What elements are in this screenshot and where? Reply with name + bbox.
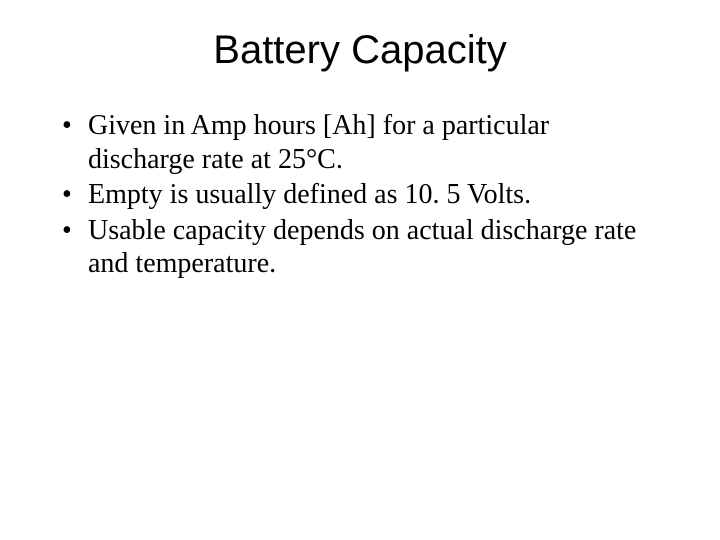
list-item: • Usable capacity depends on actual disc… [60,214,660,281]
bullet-list: • Given in Amp hours [Ah] for a particul… [60,109,660,281]
bullet-marker: • [60,214,88,248]
bullet-marker: • [60,109,88,143]
bullet-text: Usable capacity depends on actual discha… [88,214,660,281]
bullet-text: Empty is usually defined as 10. 5 Volts. [88,178,660,212]
bullet-text: Given in Amp hours [Ah] for a particular… [88,109,660,176]
bullet-marker: • [60,178,88,212]
slide-title: Battery Capacity [60,28,660,73]
list-item: • Given in Amp hours [Ah] for a particul… [60,109,660,176]
list-item: • Empty is usually defined as 10. 5 Volt… [60,178,660,212]
slide: Battery Capacity • Given in Amp hours [A… [0,0,720,540]
